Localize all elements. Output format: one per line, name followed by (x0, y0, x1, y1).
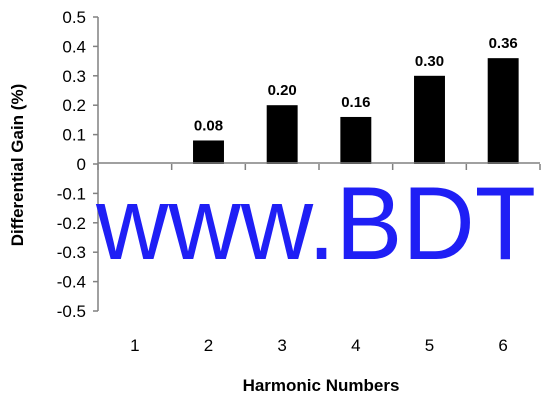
x-tick-label: 2 (204, 336, 213, 355)
bar (266, 105, 298, 164)
y-tick-label: 0.3 (62, 67, 86, 86)
y-tick-label: -0.2 (57, 214, 86, 233)
bar (414, 75, 445, 164)
bars (193, 58, 519, 164)
x-tick-label: 5 (425, 336, 434, 355)
y-tick-label: 0.2 (62, 96, 86, 115)
bar (487, 58, 519, 164)
data-labels: 0.08 0.20 0.16 0.30 0.36 (194, 35, 518, 134)
bar-data-label: 0.20 (268, 82, 297, 99)
bar-data-label: 0.36 (489, 35, 518, 52)
x-tick-label: 6 (498, 336, 507, 355)
bar-data-label: 0.16 (341, 94, 370, 111)
y-tick-label: 0.4 (62, 37, 86, 56)
y-tick-label: 0.5 (62, 8, 86, 27)
x-tick-label: 4 (351, 336, 360, 355)
y-tick-label: -0.4 (57, 273, 86, 292)
x-axis-title: Harmonic Numbers (243, 376, 400, 395)
y-tick-label: 0 (77, 155, 86, 174)
y-tick-label: -0.1 (57, 184, 86, 203)
y-axis-title: Differential Gain (%) (8, 84, 27, 246)
bar (340, 116, 372, 164)
x-tick-label: 1 (130, 336, 139, 355)
x-tick-label: 3 (277, 336, 286, 355)
y-tick-label: -0.5 (57, 302, 86, 321)
y-axis-ticks: 0.5 0.4 0.3 0.2 0.1 0 -0.1 -0.2 -0.3 -0.4 -0.5 (57, 8, 98, 321)
watermark-text: www.BDT (95, 166, 536, 282)
y-tick-label: -0.3 (57, 243, 86, 262)
bar-data-label: 0.08 (194, 117, 223, 134)
bar (193, 140, 224, 164)
bar-data-label: 0.30 (415, 53, 444, 70)
y-tick-label: 0.1 (62, 126, 86, 145)
